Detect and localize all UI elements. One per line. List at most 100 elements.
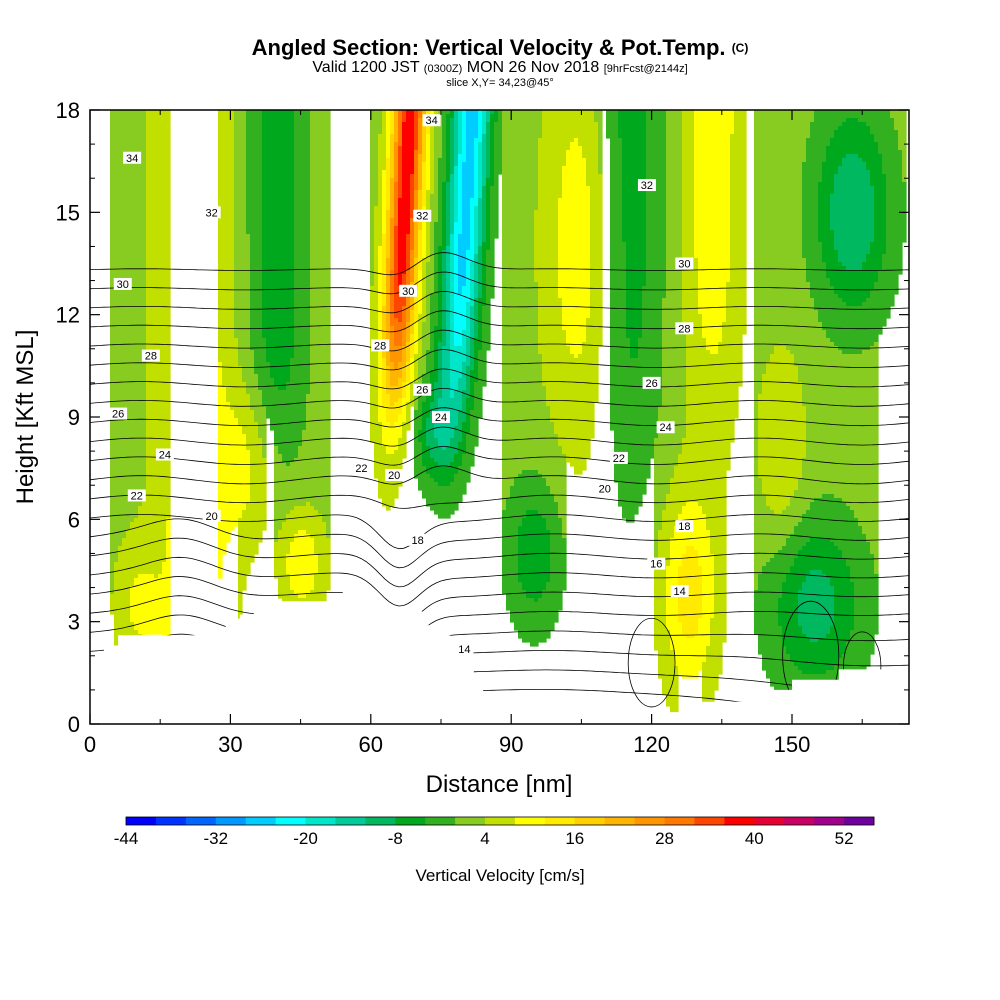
- contour-label-text: 22: [131, 490, 143, 502]
- contour-line: [90, 556, 909, 607]
- contour-label: 14: [455, 642, 474, 656]
- colorbar-swatch: [335, 817, 366, 825]
- contour-line: [90, 465, 909, 485]
- contour-label-text: 14: [458, 644, 470, 656]
- colorbar-swatch: [185, 817, 217, 825]
- contour-label-bg: [609, 451, 628, 464]
- colorbar-swatch: [215, 817, 247, 825]
- contour-label-bg: [113, 277, 132, 290]
- contour-label-bg: [455, 642, 474, 655]
- contour-label: 26: [413, 383, 432, 397]
- chart-title-text: Angled Section: Vertical Velocity & Pot.…: [251, 35, 726, 60]
- terrain-mask: [90, 591, 909, 724]
- contour-label-text: 24: [660, 422, 672, 434]
- terrain: [90, 591, 909, 724]
- axes: 0 30 60 90 120 150 0 3 6 9 12 15 18: [56, 98, 909, 757]
- contour-label-text: 20: [388, 470, 400, 482]
- colorbar-swatch: [604, 817, 636, 825]
- contour-label: 18: [675, 520, 694, 533]
- x-tick-label: 60: [359, 732, 383, 757]
- colorbar: -44 -32 -20 -8 4 16 28 40 52: [114, 816, 875, 848]
- contour-label: 22: [352, 462, 371, 475]
- colorbar-swatch: [664, 817, 695, 825]
- contour-line: [90, 252, 909, 276]
- contour-label: 26: [109, 407, 128, 421]
- contour-line: [90, 576, 909, 626]
- colorbar-swatch: [155, 817, 187, 825]
- contour-line: [90, 310, 909, 333]
- contour-label-bg: [675, 520, 694, 533]
- contour-label: 32: [413, 209, 432, 223]
- contour-label-text: 14: [674, 586, 686, 598]
- contour-label-bg: [637, 179, 656, 192]
- contour-label-text: 32: [641, 180, 653, 192]
- y-tick-label: 0: [68, 712, 80, 737]
- contour-line: [90, 271, 909, 295]
- contour-label-text: 20: [206, 511, 218, 523]
- contour-label-bg: [595, 482, 614, 495]
- colorbar-swatch: [544, 817, 576, 825]
- contour-label: 34: [422, 114, 441, 127]
- y-tick-label: 3: [68, 610, 80, 635]
- colorbar-swatch: [694, 817, 725, 825]
- colorbar-swatch: [574, 817, 606, 825]
- contour-label-text: 30: [402, 286, 414, 298]
- contour-label-text: 18: [411, 535, 423, 547]
- contour-label: 22: [127, 489, 146, 502]
- contour-label: 28: [141, 349, 160, 363]
- colorbar-tick-label: -32: [203, 829, 228, 848]
- colorbar-swatch: [724, 817, 755, 825]
- contour-line: [90, 595, 909, 645]
- contour-label-text: 32: [206, 207, 218, 219]
- contour-label-bg: [202, 206, 221, 219]
- contour-label-bg: [675, 257, 694, 270]
- contour-line: [90, 368, 909, 390]
- colorbar-tick-label: -20: [293, 829, 318, 848]
- contour-label-text: 22: [613, 453, 625, 465]
- contour-label-text: 20: [599, 484, 611, 496]
- colorbar-tick-label: 40: [745, 829, 764, 848]
- colorbar-swatch: [514, 817, 546, 825]
- contour-label-bg: [647, 557, 666, 570]
- contour-label: 20: [385, 468, 404, 482]
- contour-label: 32: [637, 179, 656, 192]
- x-tick-label: 120: [633, 732, 670, 757]
- contour-label: 18: [408, 533, 427, 547]
- colorbar-tick-label: 52: [835, 829, 854, 848]
- contour-label-bg: [399, 284, 418, 297]
- colorbar-swatch: [844, 817, 875, 825]
- contour-label-bg: [675, 322, 694, 335]
- contour-label-bg: [656, 421, 675, 434]
- contour-label: 30: [399, 284, 418, 298]
- contour-line: [90, 329, 909, 352]
- contour-label-text: 34: [426, 115, 438, 127]
- contour-label-bg: [385, 468, 404, 481]
- colorbar-tick-label: 4: [480, 829, 489, 848]
- colorbar-tick-label: 28: [655, 829, 674, 848]
- contour-label-bg: [141, 349, 160, 362]
- colorbar-swatch: [814, 817, 845, 825]
- contour-label-text: 24: [159, 450, 171, 462]
- contour-label-text: 22: [355, 463, 367, 475]
- contour-label: 28: [371, 339, 390, 352]
- valid-time: Valid 1200 JST: [312, 59, 420, 76]
- contour-label-bg: [155, 448, 174, 461]
- x-axis-label: Distance [nm]: [426, 771, 573, 798]
- contour-label: 30: [113, 277, 132, 291]
- copyright-mark: (C): [731, 41, 749, 55]
- contour-line: [90, 407, 909, 428]
- colorbar-swatch: [754, 817, 785, 825]
- y-tick-label: 9: [68, 405, 80, 430]
- valid-date: MON 26 Nov 2018: [466, 59, 600, 76]
- forecast-info: [9hrFcst@2144z]: [603, 63, 688, 75]
- contour-label-bg: [123, 151, 142, 164]
- contour-label-bg: [642, 376, 661, 389]
- contour-label: 30: [675, 257, 694, 271]
- x-tick-label: 0: [84, 732, 96, 757]
- colorbar-swatch: [275, 817, 306, 825]
- contour-label-text: 34: [126, 153, 138, 165]
- contour-labels: 34 34 32 32 32 30 30 30 28 28 28 26 26 26 24 24 24 22 22 22…: [109, 114, 694, 656]
- contour-label: 24: [155, 448, 174, 462]
- contour-label: 22: [609, 451, 628, 465]
